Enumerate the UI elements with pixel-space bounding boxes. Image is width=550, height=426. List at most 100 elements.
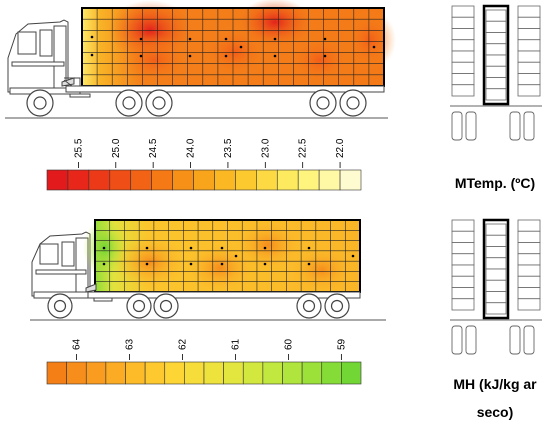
scale-cell [282, 361, 303, 385]
pallet-slot [517, 73, 541, 86]
pallet-slot [451, 275, 475, 288]
scale-cell [262, 361, 283, 385]
pallet-slot [451, 253, 475, 266]
temperature-color-scale: 25.5 25.0 24.5 24.0 23.5 23.0 22.5 22.0 [46, 138, 362, 191]
wheel-top [451, 325, 463, 355]
pallet-slot [451, 264, 475, 277]
trailer-top-view-temperature [450, 4, 542, 141]
scale-tick-label: 25.0 [111, 138, 122, 158]
scale-cell [223, 361, 244, 385]
pallet-slot [485, 88, 507, 101]
pallet-slot [451, 298, 475, 311]
scale-tick-label: 64 [71, 338, 82, 350]
truck-chassis [61, 77, 385, 98]
scale-cell [85, 361, 107, 385]
scale-tick-label: 59 [336, 338, 347, 350]
pallet-slot [451, 219, 475, 232]
scale-cell [46, 169, 69, 191]
scale-cell [214, 169, 236, 191]
pallet-slot [451, 242, 475, 255]
pallet-slot [517, 61, 541, 74]
center-row-highlight [482, 4, 510, 106]
pallet-slot [517, 84, 541, 97]
scale-cell [256, 169, 278, 191]
pallet-slot [485, 291, 507, 304]
pallet-slot [451, 61, 475, 74]
pallet-slot [485, 223, 507, 236]
scale-cell [46, 361, 67, 385]
scale-cell [184, 361, 205, 385]
truck-cab [7, 19, 81, 95]
scale-tick-label: 25.5 [73, 138, 84, 158]
pallet-slot [451, 73, 475, 86]
pallet-slot [451, 50, 475, 63]
center-row-highlight [482, 218, 510, 320]
wheel-top [523, 325, 535, 355]
pallet-slot [517, 264, 541, 277]
pallet-slot [485, 32, 507, 45]
scale-cell [164, 361, 185, 385]
scale-cell [297, 169, 320, 191]
pallet-slot [485, 302, 507, 315]
truck-wheels [26, 89, 367, 117]
scale-cell [193, 169, 215, 191]
scale-tick-label: 24.5 [148, 138, 159, 158]
scale-cell [66, 361, 87, 385]
scale-tick-label: 63 [124, 338, 135, 350]
wheel-top [451, 111, 463, 141]
pallet-slot [485, 20, 507, 33]
pallet-slot [517, 16, 541, 29]
scale-cell [88, 169, 111, 191]
pallet-slot [517, 219, 541, 232]
scale-cell [301, 361, 323, 385]
scale-cell [203, 361, 224, 385]
scale-cell [151, 169, 173, 191]
pallet-slot [517, 275, 541, 288]
scale-tick-label: 60 [283, 338, 294, 350]
truck-chassis [85, 283, 361, 302]
temperature-heatmap [81, 0, 396, 87]
caption-temperature: MTemp. (ºC) [454, 175, 536, 191]
pallet-slot [485, 43, 507, 56]
scale-cell [341, 361, 362, 385]
pallet-slot [451, 28, 475, 41]
pallet-slot [517, 50, 541, 63]
pallet-slot [485, 65, 507, 78]
pallet-slot [517, 230, 541, 243]
enthalpy-heatmap [83, 218, 361, 293]
pallet-slot [517, 298, 541, 311]
scale-tick-label: 23.5 [223, 138, 234, 158]
scale-cell [144, 361, 166, 385]
pallet-slot [451, 230, 475, 243]
pallet-slot [451, 287, 475, 300]
scale-cell [172, 169, 194, 191]
scale-cell [276, 169, 299, 191]
scale-tick-label: 61 [230, 338, 241, 350]
pallet-slot [517, 28, 541, 41]
wheel-top [509, 111, 521, 141]
pallet-slot [451, 16, 475, 29]
pallet-slot [485, 257, 507, 270]
pallet-slot [517, 5, 541, 18]
pallet-slot [517, 253, 541, 266]
scale-cell [125, 361, 146, 385]
scale-cell [321, 361, 342, 385]
scale-tick-label: 22.0 [335, 138, 346, 158]
pallet-slot [451, 5, 475, 18]
truck-wheels [47, 293, 350, 319]
scale-cell [318, 169, 341, 191]
pallet-slot [517, 287, 541, 300]
scale-cell [67, 169, 90, 191]
pallet-slot [485, 234, 507, 247]
scale-cell [339, 169, 362, 191]
pallet-slot [451, 39, 475, 52]
pallet-slot [451, 84, 475, 97]
caption-enthalpy: MH (kJ/kg ar seco) [453, 376, 537, 420]
pallet-slot [485, 279, 507, 292]
pallet-slot [517, 242, 541, 255]
scale-tick-label: 62 [177, 338, 188, 350]
truck-enthalpy [30, 218, 386, 321]
pallet-slot [485, 9, 507, 22]
wheel-top [509, 325, 521, 355]
